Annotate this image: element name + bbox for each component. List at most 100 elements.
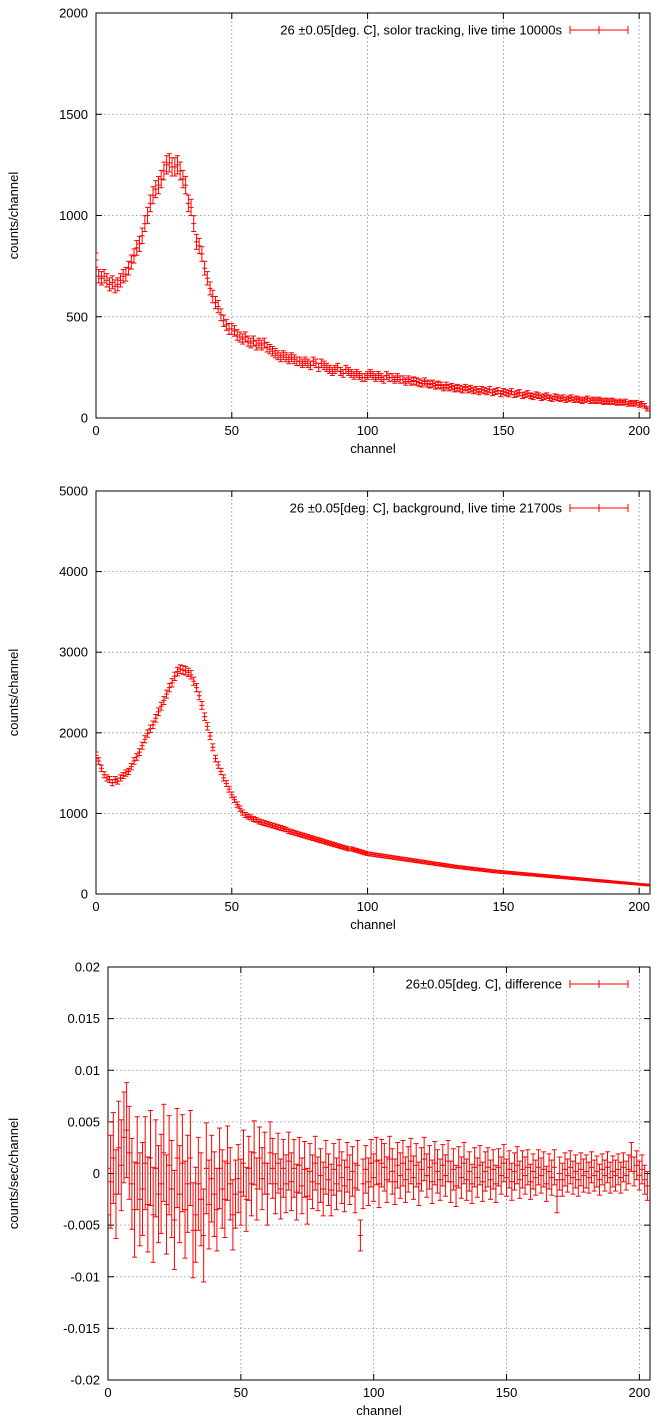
- x-axis-title: channel: [356, 1403, 402, 1418]
- data-point: [145, 1156, 151, 1253]
- y-tick-label: 0: [93, 1166, 100, 1181]
- data-point: [207, 281, 213, 296]
- data-point: [172, 671, 178, 682]
- data-point: [327, 364, 333, 374]
- data-point: [212, 754, 218, 763]
- data-point: [349, 1146, 355, 1197]
- data-point: [400, 1139, 406, 1187]
- data-point: [331, 1143, 337, 1196]
- data-point: [237, 331, 243, 343]
- data-point: [484, 388, 490, 396]
- data-point: [472, 1147, 478, 1188]
- data-point: [188, 670, 194, 680]
- data-point: [289, 352, 295, 363]
- data-point: [117, 774, 123, 782]
- data-point: [397, 1152, 403, 1199]
- data-point: [506, 1150, 512, 1189]
- data-point: [606, 398, 612, 405]
- data-point: [565, 1158, 571, 1193]
- data-point: [221, 774, 227, 782]
- data-point: [199, 701, 205, 710]
- data-point: [131, 248, 137, 264]
- x-tick-label: 0: [92, 423, 99, 438]
- x-axis-title: channel: [350, 441, 396, 456]
- data-point: [270, 1137, 276, 1199]
- data-point: [430, 379, 436, 388]
- data-point: [264, 821, 270, 827]
- data-point: [310, 356, 316, 367]
- data-point: [424, 1153, 430, 1198]
- x-tick-label: 100: [357, 899, 379, 914]
- data-point: [370, 371, 376, 380]
- data-point: [296, 1136, 302, 1194]
- data-point: [337, 366, 343, 376]
- data-point: [259, 1147, 265, 1211]
- data-point: [413, 1143, 419, 1188]
- data-point: [155, 707, 161, 717]
- data-point: [139, 741, 145, 750]
- data-point: [261, 820, 267, 826]
- data-point: [191, 215, 197, 232]
- data-point: [180, 665, 186, 675]
- data-point: [379, 1138, 385, 1188]
- data-point: [195, 1136, 201, 1231]
- data-point: [405, 375, 411, 384]
- data-point: [365, 371, 371, 380]
- data-point: [378, 373, 384, 382]
- data-point: [644, 883, 650, 887]
- data-point: [427, 380, 433, 389]
- data-point: [422, 377, 428, 386]
- data-point: [136, 748, 142, 757]
- data-point: [394, 373, 400, 382]
- data-point: [343, 364, 349, 374]
- data-point: [543, 1165, 549, 1202]
- data-point: [120, 771, 126, 780]
- data-point: [193, 233, 199, 250]
- y-axis-title: counts/channel: [6, 649, 21, 737]
- data-point: [305, 834, 311, 840]
- data-point: [416, 1161, 422, 1207]
- data-point: [153, 1119, 159, 1218]
- data-point: [241, 1129, 246, 1197]
- data-point: [305, 358, 311, 369]
- data-point: [150, 1166, 156, 1263]
- data-point: [246, 1135, 252, 1201]
- data-point: [576, 396, 582, 403]
- data-point: [286, 354, 292, 365]
- data-point: [315, 1156, 321, 1212]
- data-point: [215, 761, 221, 769]
- data-point: [185, 1134, 191, 1233]
- data-point: [297, 831, 303, 838]
- data-point: [421, 1136, 427, 1182]
- data-point: [313, 836, 319, 842]
- data-point: [120, 269, 126, 284]
- data-point: [470, 387, 476, 395]
- data-point: [150, 186, 156, 205]
- data-point: [441, 383, 447, 392]
- data-point: [432, 381, 438, 390]
- data-point: [104, 273, 110, 288]
- data-point: [547, 394, 553, 402]
- data-point: [609, 397, 615, 404]
- data-point: [109, 275, 115, 290]
- data-point: [229, 791, 235, 799]
- data-point: [251, 335, 257, 347]
- data-point: [387, 1135, 393, 1183]
- data-point: [541, 1151, 547, 1188]
- data-point: [204, 271, 210, 286]
- data-point: [108, 1134, 114, 1229]
- data-point: [230, 1179, 236, 1251]
- legend-label: 26 ±0.05[deg. C], background, live time …: [290, 501, 563, 516]
- data-point: [356, 848, 362, 854]
- y-axis-title: counts/sec/channel: [6, 1118, 21, 1229]
- data-point: [312, 1135, 318, 1191]
- legend: 26±0.05[deg. C], difference: [405, 977, 629, 992]
- data-point: [599, 1153, 605, 1186]
- data-point: [237, 805, 243, 812]
- data-point: [272, 823, 278, 830]
- data-point: [232, 325, 237, 337]
- data-point: [211, 1151, 217, 1237]
- x-tick-label: 200: [629, 1385, 651, 1400]
- data-point: [566, 395, 572, 402]
- data-point: [598, 397, 604, 404]
